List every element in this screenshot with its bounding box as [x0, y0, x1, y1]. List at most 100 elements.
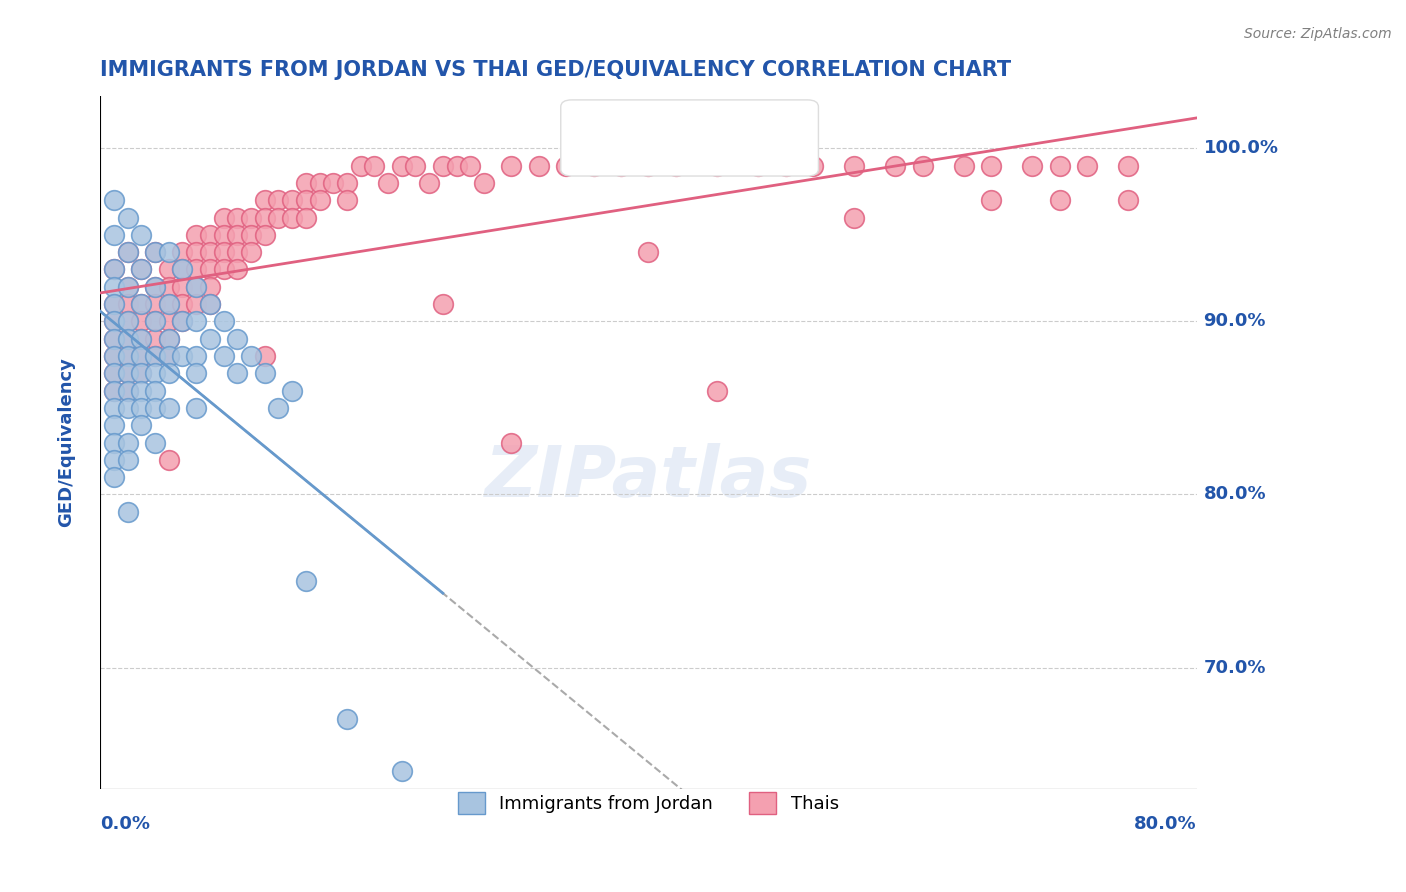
- Point: [212, 314, 235, 328]
- Point: [186, 280, 208, 294]
- Point: [980, 159, 1002, 173]
- Point: [186, 297, 208, 311]
- Point: [240, 227, 263, 242]
- Point: [131, 332, 153, 346]
- Point: [212, 227, 235, 242]
- Point: [117, 349, 139, 363]
- Point: [501, 159, 523, 173]
- Point: [131, 401, 153, 415]
- Point: [198, 297, 221, 311]
- Point: [157, 297, 180, 311]
- Text: Source: ZipAtlas.com: Source: ZipAtlas.com: [1244, 27, 1392, 41]
- Point: [143, 401, 166, 415]
- Point: [172, 314, 194, 328]
- Point: [336, 194, 359, 208]
- Point: [226, 245, 249, 260]
- Point: [143, 245, 166, 260]
- Point: [295, 194, 318, 208]
- Point: [212, 245, 235, 260]
- Text: 90.0%: 90.0%: [1204, 312, 1265, 330]
- Point: [911, 159, 934, 173]
- Point: [117, 245, 139, 260]
- Point: [432, 159, 454, 173]
- Point: [582, 159, 605, 173]
- Point: [801, 159, 824, 173]
- Point: [117, 384, 139, 398]
- Point: [295, 574, 318, 588]
- Point: [172, 280, 194, 294]
- Point: [198, 262, 221, 277]
- Point: [143, 280, 166, 294]
- Point: [103, 401, 125, 415]
- Point: [103, 280, 125, 294]
- Point: [418, 176, 440, 190]
- Point: [131, 297, 153, 311]
- Point: [117, 297, 139, 311]
- Text: 70.0%: 70.0%: [1204, 658, 1265, 676]
- Point: [952, 159, 974, 173]
- Point: [103, 332, 125, 346]
- Point: [186, 401, 208, 415]
- Point: [143, 280, 166, 294]
- Point: [350, 159, 373, 173]
- Point: [637, 245, 659, 260]
- Point: [186, 227, 208, 242]
- Point: [103, 435, 125, 450]
- Point: [117, 332, 139, 346]
- Point: [267, 194, 290, 208]
- Point: [212, 262, 235, 277]
- Point: [103, 384, 125, 398]
- Point: [377, 176, 399, 190]
- Text: 0.0%: 0.0%: [100, 814, 150, 832]
- Point: [103, 367, 125, 381]
- Point: [884, 159, 907, 173]
- Point: [143, 384, 166, 398]
- Point: [143, 349, 166, 363]
- Point: [131, 367, 153, 381]
- Point: [117, 280, 139, 294]
- Point: [322, 176, 344, 190]
- Point: [610, 159, 633, 173]
- Point: [131, 227, 153, 242]
- Point: [131, 384, 153, 398]
- Point: [281, 194, 304, 208]
- Point: [1049, 194, 1071, 208]
- Point: [103, 384, 125, 398]
- Point: [308, 176, 330, 190]
- Point: [157, 367, 180, 381]
- Point: [637, 159, 659, 173]
- Point: [1116, 194, 1139, 208]
- Point: [103, 349, 125, 363]
- Point: [186, 262, 208, 277]
- Point: [143, 332, 166, 346]
- Point: [143, 314, 166, 328]
- Text: 80.0%: 80.0%: [1204, 485, 1267, 503]
- Point: [226, 367, 249, 381]
- Point: [226, 211, 249, 225]
- Point: [103, 314, 125, 328]
- Point: [198, 332, 221, 346]
- Point: [186, 314, 208, 328]
- Point: [157, 314, 180, 328]
- Point: [117, 384, 139, 398]
- Point: [226, 227, 249, 242]
- Point: [186, 367, 208, 381]
- Point: [157, 332, 180, 346]
- Point: [527, 159, 550, 173]
- Point: [432, 297, 454, 311]
- Point: [198, 297, 221, 311]
- Point: [143, 367, 166, 381]
- Point: [117, 349, 139, 363]
- Point: [103, 418, 125, 433]
- Point: [157, 453, 180, 467]
- Point: [103, 262, 125, 277]
- Point: [747, 159, 769, 173]
- Point: [103, 194, 125, 208]
- Point: [295, 176, 318, 190]
- Text: IMMIGRANTS FROM JORDAN VS THAI GED/EQUIVALENCY CORRELATION CHART: IMMIGRANTS FROM JORDAN VS THAI GED/EQUIV…: [100, 60, 1011, 79]
- Point: [842, 159, 865, 173]
- Point: [143, 245, 166, 260]
- Point: [253, 211, 276, 225]
- Point: [117, 453, 139, 467]
- Point: [240, 211, 263, 225]
